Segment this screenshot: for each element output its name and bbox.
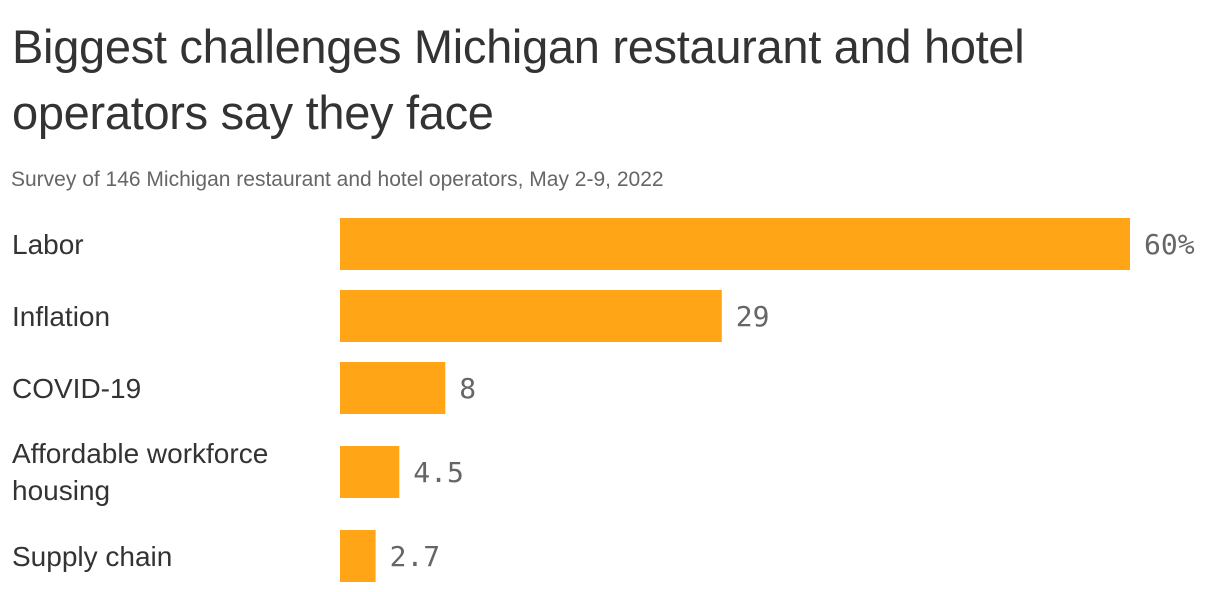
category-label-supply-chain: Supply chain	[12, 541, 172, 572]
bar-affordable-workforce-housing	[340, 446, 400, 498]
value-label-supply-chain: 2.7	[390, 540, 441, 573]
category-label-inflation: Inflation	[12, 301, 110, 332]
value-label-affordable-workforce-housing: 4.5	[413, 456, 464, 489]
bar-inflation	[340, 290, 722, 342]
bar-covid-19	[340, 362, 446, 414]
value-label-covid-19: 8	[459, 372, 476, 405]
chart-subtitle: Survey of 146 Michigan restaurant and ho…	[11, 168, 664, 191]
value-label-inflation: 29	[736, 300, 770, 333]
chart-title: Biggest challenges Michigan restaurant a…	[12, 20, 1025, 139]
value-label-labor: 60%	[1144, 228, 1195, 261]
category-label-affordable-workforce-housing: Affordable workforce housing	[12, 438, 268, 506]
bar-supply-chain	[340, 530, 376, 582]
category-label-covid-19: COVID-19	[12, 373, 141, 404]
bar-labor	[340, 218, 1130, 270]
category-label-labor: Labor	[12, 229, 84, 260]
